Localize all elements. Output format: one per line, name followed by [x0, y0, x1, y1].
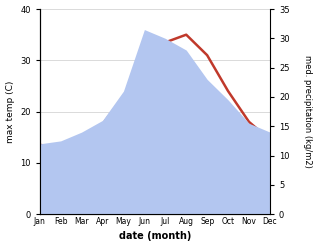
Y-axis label: max temp (C): max temp (C) [5, 80, 15, 143]
Y-axis label: med. precipitation (kg/m2): med. precipitation (kg/m2) [303, 55, 313, 168]
X-axis label: date (month): date (month) [119, 231, 191, 242]
